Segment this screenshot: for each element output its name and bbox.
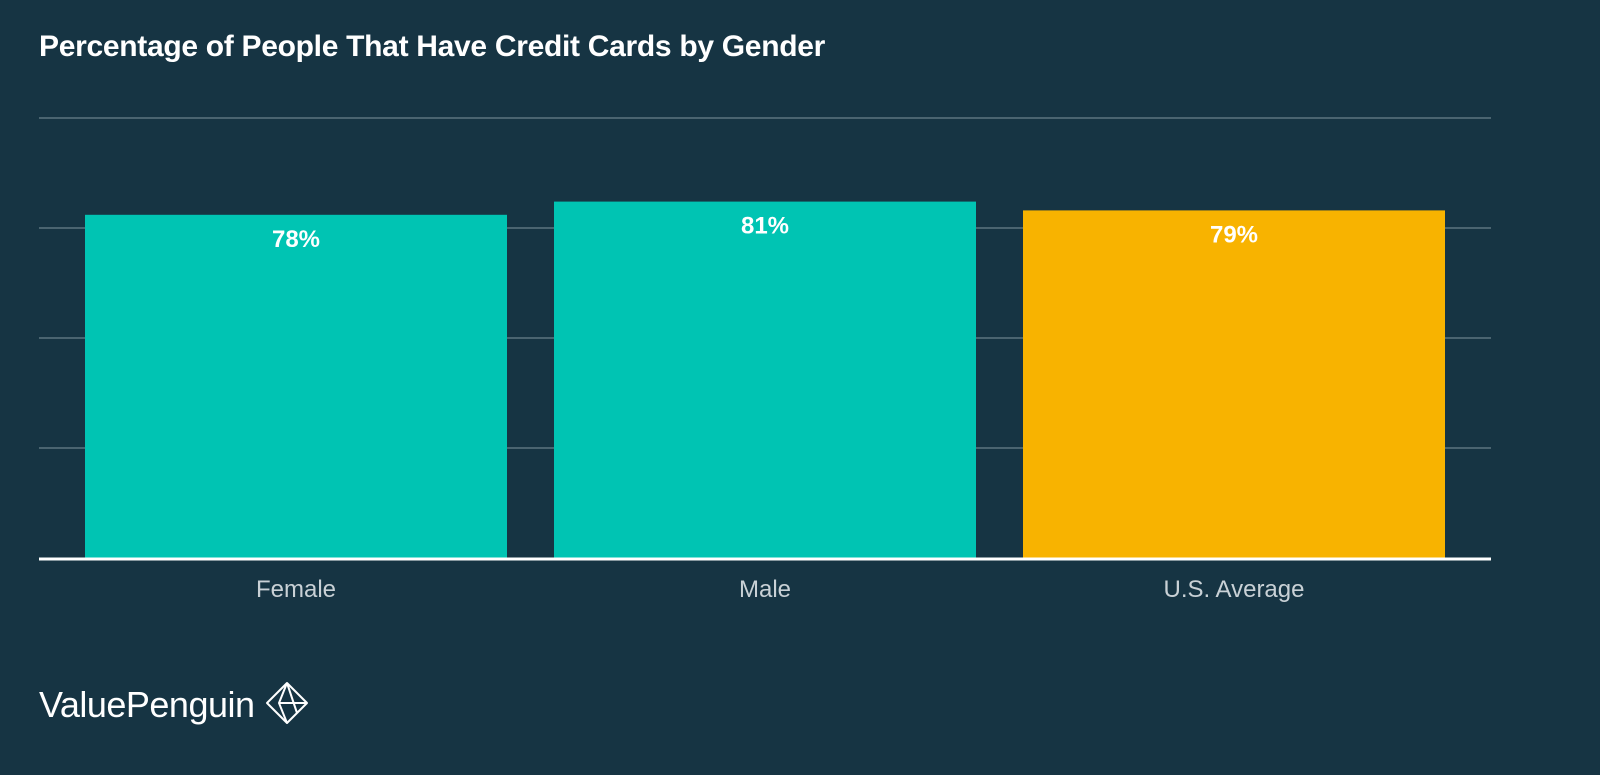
bars — [85, 201, 1445, 559]
data-label: 78% — [272, 226, 320, 253]
x-tick-label: U.S. Average — [1164, 576, 1305, 603]
brand-logo: ValuePenguin — [39, 680, 309, 730]
bar-u-s-average — [1023, 210, 1445, 558]
penguin-diamond-icon — [265, 681, 309, 730]
x-tick-labels: Female Male U.S. Average — [256, 576, 1305, 603]
bar-male — [554, 201, 976, 558]
bar-female — [85, 214, 507, 559]
data-label: 79% — [1210, 221, 1258, 248]
x-tick-label: Female — [256, 576, 336, 603]
chart-title: Percentage of People That Have Credit Ca… — [39, 30, 826, 63]
x-tick-label: Male — [739, 576, 791, 603]
brand-name: ValuePenguin — [39, 684, 255, 725]
data-label: 81% — [741, 213, 789, 240]
data-labels: 78% 81% 79% — [272, 213, 1258, 253]
